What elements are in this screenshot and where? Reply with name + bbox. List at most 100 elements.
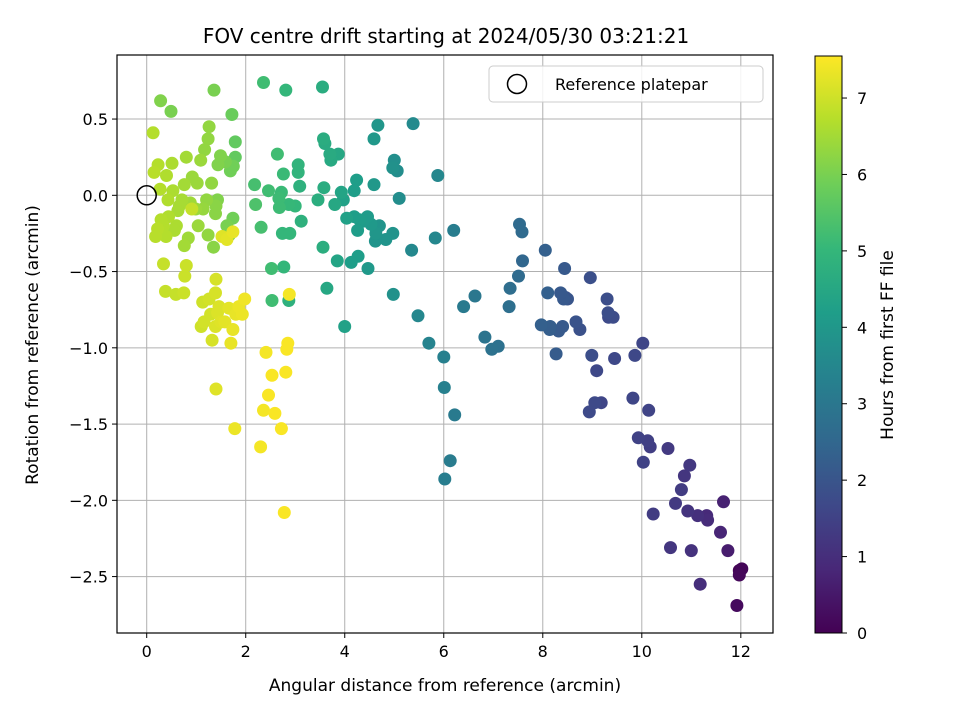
x-tick-label: 2	[241, 642, 251, 661]
reference-marker-icon	[506, 73, 528, 95]
data-point	[513, 217, 526, 231]
data-point	[386, 287, 400, 301]
data-point	[502, 300, 516, 314]
data-point	[351, 223, 365, 237]
data-point	[179, 150, 193, 164]
data-point	[160, 169, 173, 182]
data-point	[317, 181, 331, 195]
data-point	[202, 120, 216, 134]
data-point	[361, 262, 375, 275]
data-point	[164, 104, 178, 118]
data-point	[330, 254, 344, 268]
legend: Reference platepar	[488, 65, 764, 103]
y-tick-label: −1.0	[69, 339, 108, 358]
data-point	[265, 262, 278, 275]
data-point	[340, 211, 354, 225]
data-point	[683, 458, 697, 472]
data-point	[636, 455, 650, 469]
data-point	[226, 323, 240, 336]
data-point	[478, 330, 492, 344]
x-tick-label: 6	[439, 642, 449, 661]
data-point	[282, 287, 296, 301]
data-point	[161, 193, 175, 207]
data-point	[585, 348, 599, 362]
data-point	[268, 406, 282, 420]
data-point	[334, 185, 348, 199]
data-point	[344, 255, 358, 269]
data-point	[674, 483, 688, 497]
data-point	[438, 472, 452, 486]
data-point	[538, 243, 552, 257]
x-axis-label: Angular distance from reference (arcmin)	[269, 676, 621, 696]
data-point	[275, 226, 289, 240]
colorbar-tick-label: 1	[857, 548, 867, 567]
data-point	[431, 169, 445, 182]
y-axis-ticks: 0.5 0.0 −0.5 −1.0 −1.5 −2.0 −2.5	[69, 110, 117, 587]
data-point	[328, 198, 342, 211]
data-point	[684, 544, 698, 558]
data-point	[626, 391, 640, 405]
data-point	[371, 118, 385, 132]
data-point	[732, 568, 746, 582]
plot-frame	[116, 54, 774, 634]
data-point	[209, 286, 222, 300]
data-point	[225, 108, 239, 121]
colorbar-tick-label: 2	[857, 471, 867, 490]
data-point	[254, 440, 268, 454]
data-point	[628, 348, 642, 362]
data-point	[201, 228, 215, 242]
x-tick-label: 8	[538, 642, 548, 661]
x-axis-ticks: 0 2 4 6 8 10 12	[142, 633, 751, 661]
data-point	[248, 178, 262, 192]
data-point	[185, 202, 199, 216]
data-point	[558, 262, 572, 275]
data-point	[311, 193, 325, 207]
data-point	[191, 219, 205, 233]
data-point	[272, 201, 286, 214]
colorbar-tick-label: 7	[857, 89, 867, 108]
data-point	[224, 336, 238, 350]
data-point	[205, 333, 219, 347]
data-point	[177, 286, 191, 300]
data-point	[159, 230, 173, 243]
data-point	[279, 365, 293, 379]
data-point	[569, 315, 583, 329]
x-tick-label: 10	[632, 642, 652, 661]
data-point	[437, 381, 451, 394]
data-point	[642, 403, 656, 417]
data-point	[293, 179, 307, 193]
data-point	[254, 220, 268, 234]
data-point	[198, 143, 212, 157]
data-point	[159, 284, 172, 298]
data-point	[590, 364, 604, 378]
data-point	[512, 269, 525, 283]
data-point	[211, 158, 225, 172]
data-point	[294, 214, 308, 228]
data-point	[274, 422, 288, 436]
data-point	[661, 442, 675, 455]
data-point	[601, 306, 615, 320]
data-point	[701, 513, 715, 527]
data-point	[721, 544, 735, 558]
y-tick-label: 0.5	[83, 110, 108, 129]
data-point	[320, 281, 334, 295]
data-point	[317, 132, 330, 146]
data-point	[276, 167, 290, 181]
data-point	[428, 231, 442, 245]
colorbar-tick-label: 0	[857, 624, 867, 643]
data-point	[228, 422, 242, 436]
reference-point	[136, 185, 157, 206]
data-point	[503, 281, 517, 295]
data-point	[171, 204, 185, 218]
data-point	[468, 289, 482, 303]
x-tick-label: 4	[340, 642, 350, 661]
data-point	[437, 350, 451, 364]
data-point	[270, 147, 284, 161]
data-point	[146, 126, 160, 140]
data-point	[693, 577, 707, 591]
data-point	[291, 158, 305, 172]
data-point	[681, 504, 695, 518]
data-point	[194, 153, 208, 167]
colorbar-tick-label: 3	[857, 395, 867, 414]
